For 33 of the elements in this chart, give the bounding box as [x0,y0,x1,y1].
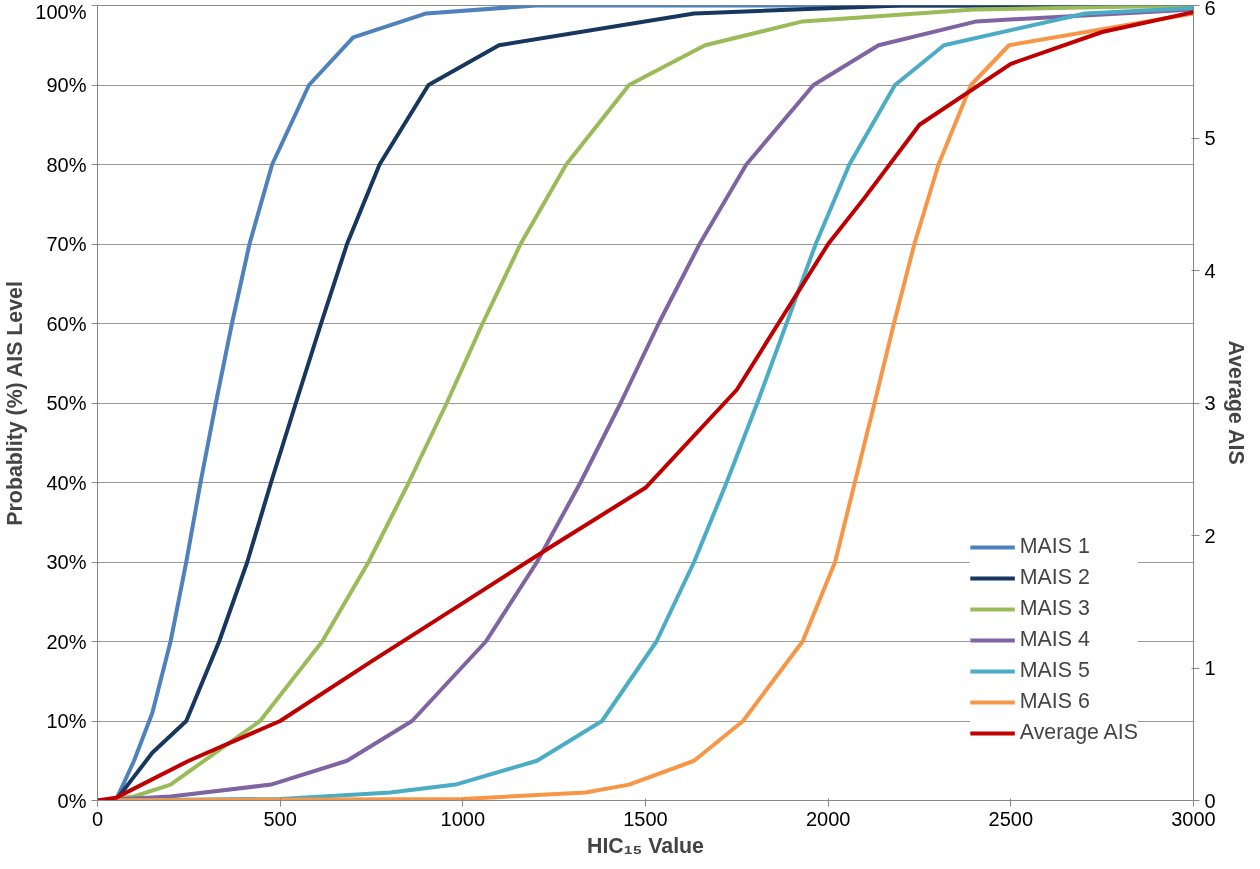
y2-tick-label: 3 [1204,392,1216,414]
legend-label: MAIS 2 [1019,565,1090,590]
legend-label: MAIS 3 [1019,596,1090,621]
y2-axis-title: Average AIS [1223,340,1248,465]
legend-label: MAIS 4 [1019,627,1090,652]
y-tick-label: 40% [46,471,87,494]
legend-label: MAIS 6 [1019,689,1090,714]
y-tick-label: 100% [35,0,87,23]
x-tick-label: 1500 [623,807,668,830]
x-tick-label: 500 [263,807,297,830]
legend-label: MAIS 1 [1019,534,1090,559]
legend-label: Average AIS [1019,720,1138,745]
y-tick-label: 90% [46,74,87,96]
y-tick-label: 20% [46,630,87,653]
y-axis-title: Probablity (%) AIS Level [3,281,28,526]
x-tick-label: 2500 [988,807,1034,830]
y-tick-label: 30% [46,551,87,573]
x-tick-label: 2000 [805,807,851,830]
y-tick-label: 60% [46,312,87,335]
y-tick-label: 10% [46,710,87,732]
legend-label: MAIS 5 [1019,658,1090,683]
x-tick-label: 0 [91,807,104,830]
y-tick-label: 80% [46,153,87,176]
y-tick-label: 50% [46,392,87,414]
y2-tick-label: 1 [1204,657,1216,679]
y-tick-label: 0% [57,789,87,812]
y2-tick-label: 6 [1204,0,1216,19]
y2-tick-label: 4 [1204,259,1216,282]
y-tick-label: 70% [46,233,87,255]
y2-tick-label: 2 [1204,524,1216,547]
y2-tick-label: 5 [1204,127,1216,149]
x-tick-label: 1000 [440,807,486,830]
x-axis-title: HIC₁₅ Value [587,833,705,858]
